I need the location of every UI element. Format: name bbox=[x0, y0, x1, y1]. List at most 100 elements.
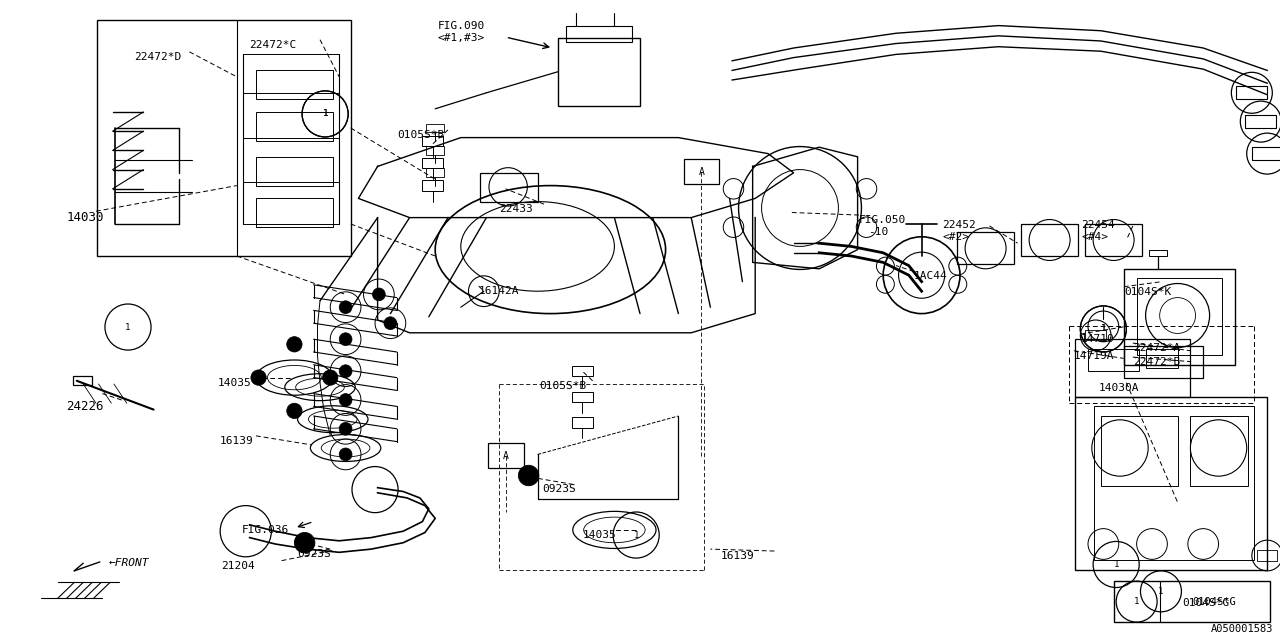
Bar bbox=[1085, 330, 1106, 340]
Text: ←FRONT: ←FRONT bbox=[109, 558, 150, 568]
Text: 1: 1 bbox=[323, 109, 328, 118]
Text: 14719A: 14719A bbox=[1074, 351, 1115, 361]
Text: 1: 1 bbox=[634, 531, 639, 540]
Text: 16142A: 16142A bbox=[479, 286, 520, 296]
Circle shape bbox=[323, 370, 338, 385]
Text: 1: 1 bbox=[1114, 560, 1119, 569]
Circle shape bbox=[339, 365, 352, 378]
Text: 14035: 14035 bbox=[582, 530, 616, 540]
Bar bbox=[1075, 397, 1267, 570]
Text: 22472*D: 22472*D bbox=[134, 52, 182, 62]
Text: <#2>: <#2> bbox=[942, 232, 969, 242]
Text: 1AC44: 1AC44 bbox=[914, 271, 947, 282]
Bar bbox=[1137, 278, 1222, 355]
Bar bbox=[957, 232, 1014, 264]
Bar bbox=[256, 70, 333, 99]
Bar bbox=[97, 20, 351, 256]
Text: A050001583: A050001583 bbox=[1211, 623, 1274, 634]
Bar bbox=[426, 146, 444, 155]
Bar bbox=[1252, 147, 1280, 160]
Text: 22433: 22433 bbox=[499, 204, 532, 214]
Bar bbox=[256, 157, 333, 186]
Bar bbox=[422, 180, 443, 191]
Circle shape bbox=[339, 333, 352, 346]
Bar bbox=[1075, 339, 1190, 397]
Bar bbox=[73, 376, 92, 385]
Bar bbox=[572, 417, 593, 428]
Text: 1: 1 bbox=[1101, 324, 1106, 333]
Text: -10: -10 bbox=[868, 227, 888, 237]
Text: 14035: 14035 bbox=[218, 378, 251, 388]
Circle shape bbox=[339, 394, 352, 406]
Bar bbox=[1124, 346, 1203, 378]
Bar bbox=[1021, 224, 1078, 256]
Bar bbox=[1190, 416, 1248, 486]
Text: 0104S*K: 0104S*K bbox=[1124, 287, 1171, 297]
Bar bbox=[256, 198, 333, 227]
Text: 14030A: 14030A bbox=[1098, 383, 1139, 393]
Text: FIG.050: FIG.050 bbox=[859, 215, 906, 225]
Bar bbox=[1146, 349, 1178, 368]
Circle shape bbox=[294, 532, 315, 553]
Text: 1: 1 bbox=[1134, 597, 1139, 606]
Text: 0104S*G: 0104S*G bbox=[1183, 598, 1230, 608]
Text: 16139: 16139 bbox=[721, 551, 754, 561]
Bar bbox=[1257, 550, 1277, 561]
Text: 14030: 14030 bbox=[67, 211, 104, 224]
Bar bbox=[426, 168, 444, 177]
Text: 0104S*G: 0104S*G bbox=[1193, 596, 1236, 607]
Circle shape bbox=[339, 448, 352, 461]
Circle shape bbox=[518, 465, 539, 486]
Bar bbox=[1245, 115, 1276, 128]
Bar bbox=[558, 38, 640, 106]
Text: 21204: 21204 bbox=[221, 561, 255, 571]
Bar bbox=[1236, 86, 1267, 99]
Bar bbox=[488, 443, 524, 468]
Text: 22452: 22452 bbox=[942, 220, 975, 230]
Bar bbox=[1124, 269, 1235, 365]
Text: 1: 1 bbox=[1101, 324, 1106, 333]
Bar bbox=[480, 173, 538, 202]
Bar bbox=[572, 366, 593, 376]
Bar bbox=[1101, 416, 1178, 486]
Text: 14710: 14710 bbox=[1080, 334, 1114, 344]
Circle shape bbox=[339, 422, 352, 435]
Bar bbox=[684, 159, 719, 184]
Text: 1: 1 bbox=[125, 323, 131, 332]
Text: 16139: 16139 bbox=[220, 436, 253, 446]
Text: 0923S: 0923S bbox=[297, 549, 330, 559]
Text: A: A bbox=[503, 451, 508, 461]
Circle shape bbox=[384, 317, 397, 330]
Bar bbox=[1149, 250, 1167, 256]
Text: 0105S*B: 0105S*B bbox=[539, 381, 586, 391]
Text: 1: 1 bbox=[1158, 587, 1164, 596]
Circle shape bbox=[287, 403, 302, 419]
Bar bbox=[426, 124, 444, 132]
Text: 0923S: 0923S bbox=[543, 484, 576, 495]
Text: 0105S*B: 0105S*B bbox=[397, 130, 444, 140]
Text: 22472*C: 22472*C bbox=[250, 40, 297, 50]
Bar bbox=[256, 112, 333, 141]
Circle shape bbox=[287, 337, 302, 352]
Text: 22472*B: 22472*B bbox=[1133, 357, 1180, 367]
Text: 1: 1 bbox=[323, 109, 328, 118]
Bar bbox=[1085, 224, 1142, 256]
Text: <#4>: <#4> bbox=[1082, 232, 1108, 242]
Bar bbox=[1088, 349, 1139, 371]
Bar bbox=[422, 158, 443, 168]
Text: 22472*A: 22472*A bbox=[1133, 343, 1180, 353]
Circle shape bbox=[372, 288, 385, 301]
Bar bbox=[422, 136, 443, 146]
Bar bbox=[1094, 406, 1254, 560]
Text: 24226: 24226 bbox=[67, 400, 104, 413]
Bar bbox=[1114, 581, 1270, 622]
Bar bbox=[566, 26, 632, 42]
Circle shape bbox=[339, 301, 352, 314]
Text: 22454: 22454 bbox=[1082, 220, 1115, 230]
Text: FIG.090: FIG.090 bbox=[438, 21, 485, 31]
Text: FIG.036: FIG.036 bbox=[242, 525, 289, 535]
Circle shape bbox=[251, 370, 266, 385]
Text: <#1,#3>: <#1,#3> bbox=[438, 33, 485, 44]
Bar bbox=[572, 392, 593, 402]
Text: A: A bbox=[699, 166, 704, 177]
